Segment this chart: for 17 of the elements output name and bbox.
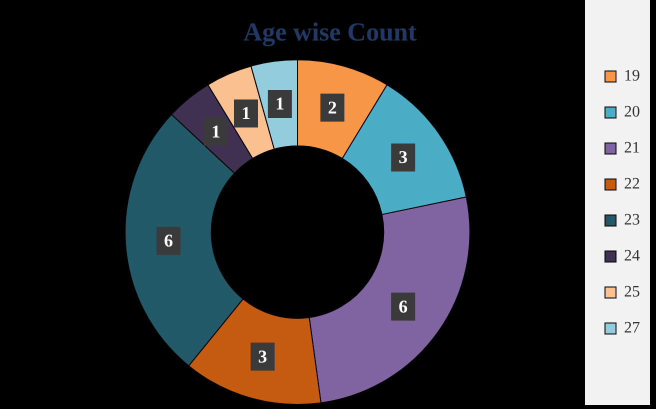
data-label: 2 — [328, 97, 337, 118]
legend-label: 22 — [624, 176, 640, 193]
legend-label: 24 — [624, 248, 640, 265]
data-label: 6 — [164, 230, 173, 251]
data-label: 1 — [241, 103, 250, 124]
legend-label: 19 — [624, 68, 640, 85]
legend-label: 25 — [624, 284, 640, 301]
data-label: 3 — [258, 346, 268, 366]
legend-label: 23 — [624, 212, 640, 229]
data-label: 1 — [275, 94, 284, 114]
legend-label: 21 — [624, 140, 640, 157]
data-label: 6 — [398, 296, 408, 316]
legend-label: 20 — [624, 104, 640, 121]
data-label: 3 — [398, 147, 408, 168]
data-label: 1 — [211, 121, 220, 142]
text: Age wise Count — [243, 17, 417, 46]
legend-label: 27 — [624, 320, 640, 337]
